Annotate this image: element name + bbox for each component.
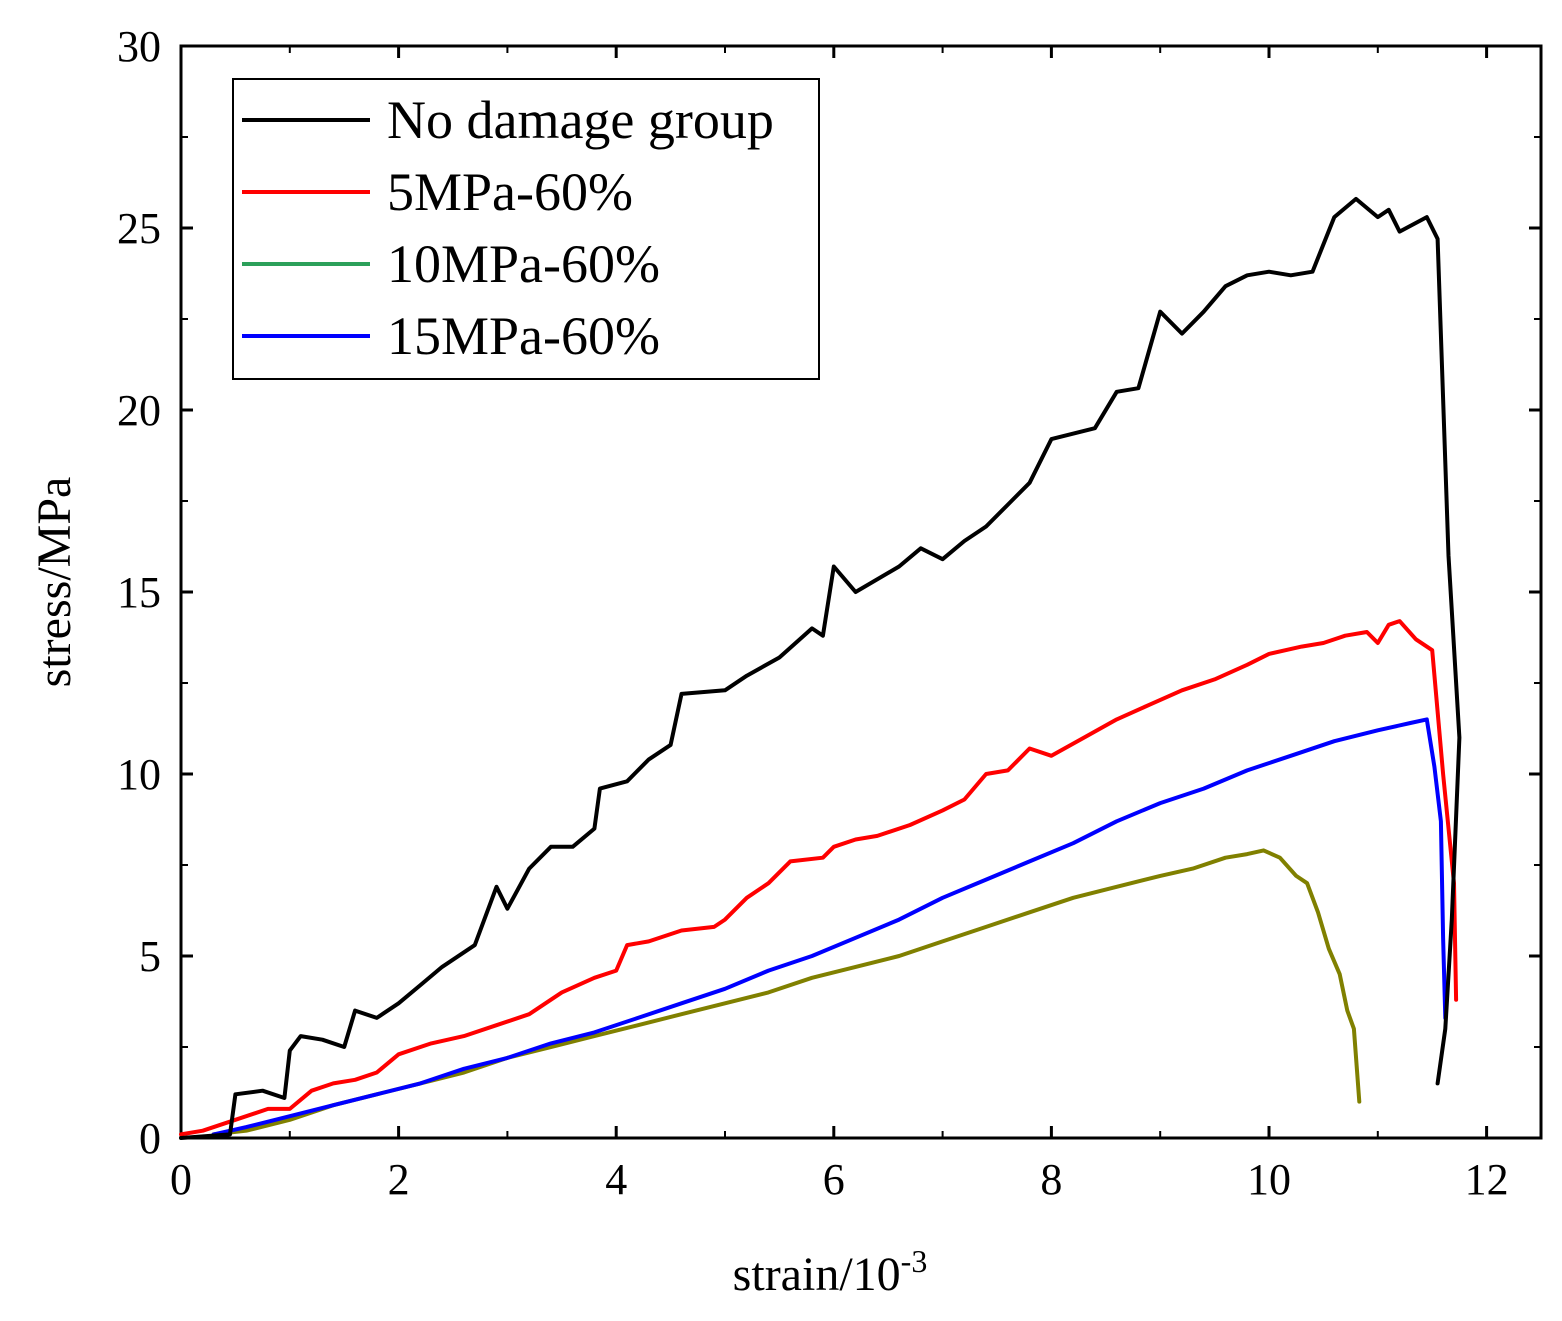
y-tick-label: 0 — [139, 1114, 161, 1163]
y-axis-title: stress/MPa — [28, 477, 81, 688]
legend-items: No damage group 5MPa-60% 10MPa-60% 15MPa-60… — [242, 90, 774, 366]
x-tick-label: 2 — [388, 1155, 410, 1204]
x-tick-label: 6 — [823, 1155, 845, 1204]
y-tick-label: 25 — [117, 204, 161, 253]
series-line-10mpa-60 — [211, 848, 1362, 1137]
y-tick-label: 30 — [117, 22, 161, 71]
y-tick-label: 20 — [117, 386, 161, 435]
legend: No damage group 5MPa-60% 10MPa-60% 15MPa-60… — [232, 78, 820, 380]
y-tick-label: 5 — [139, 932, 161, 981]
legend-label: 10MPa-60% — [387, 234, 660, 294]
legend-box — [232, 78, 820, 380]
x-tick-label: 4 — [605, 1155, 627, 1204]
series-group — [179, 196, 1462, 1140]
x-axis-title-superscript: -3 — [901, 1243, 928, 1279]
x-tick-label: 8 — [1040, 1155, 1062, 1204]
legend-label: 15MPa-60% — [387, 306, 660, 366]
series-line-no-damage-group — [179, 196, 1462, 1140]
x-tick-label: 12 — [1465, 1155, 1509, 1204]
y-axis: 0 5 10 15 20 25 30 — [117, 22, 1541, 1163]
legend-label: 5MPa-60% — [387, 162, 633, 222]
x-axis: 0 2 4 6 8 10 12 — [170, 46, 1509, 1204]
y-tick-label: 10 — [117, 750, 161, 799]
series-line-15mpa-60 — [211, 717, 1448, 1137]
x-tick-label: 0 — [170, 1155, 192, 1204]
x-axis-title: strain/10-3 — [733, 1243, 928, 1301]
x-axis-title-main: strain/10 — [733, 1248, 901, 1301]
series-line-5mpa-60 — [179, 619, 1459, 1137]
x-tick-label: 10 — [1247, 1155, 1291, 1204]
y-tick-label: 15 — [117, 568, 161, 617]
legend-label: No damage group — [387, 90, 774, 150]
